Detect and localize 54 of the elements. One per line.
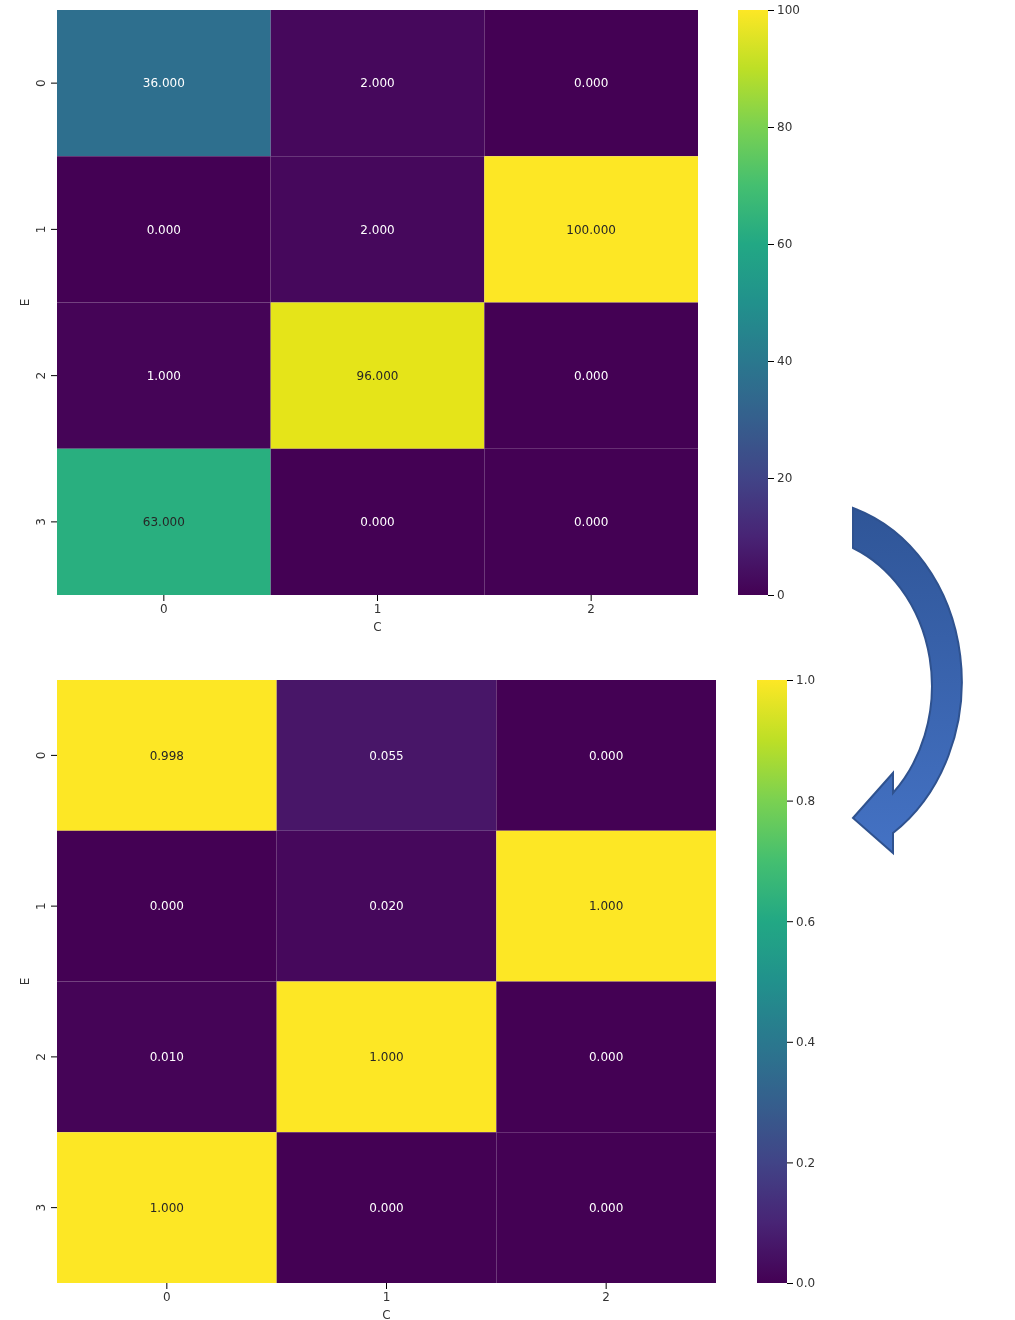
- data-label: 36.000: [142, 76, 185, 91]
- y-axis-title: E: [18, 298, 32, 307]
- x-axis-title: C: [382, 1308, 391, 1320]
- y-tick-label: 2: [34, 371, 48, 380]
- data-label: 2.000: [360, 76, 395, 91]
- data-label: 0.010: [149, 1050, 185, 1065]
- color-bar-label: 20: [777, 471, 793, 486]
- data-label: 0.000: [369, 1200, 404, 1215]
- data-label: 0.000: [573, 368, 609, 383]
- color-bar-label: 0: [777, 588, 785, 603]
- color-bar-label: 100: [777, 3, 800, 18]
- data-label: 1.000: [588, 899, 624, 914]
- y-tick-label: 1: [34, 902, 48, 910]
- data-label: 0.000: [573, 515, 609, 530]
- y-axis-title: E: [18, 977, 32, 986]
- data-label: 0.000: [588, 1050, 624, 1065]
- y-tick-label: 2: [34, 1053, 48, 1061]
- data-label: 0.000: [573, 76, 609, 91]
- data-label: 0.000: [149, 899, 185, 914]
- data-label: 96.000: [356, 368, 399, 383]
- color-bar-label: 0.4: [796, 1035, 816, 1050]
- y-tick-label: 1: [34, 225, 48, 234]
- x-tick-label: 0: [160, 601, 168, 616]
- color-bar-label: 0.8: [796, 793, 816, 808]
- data-label: 2.000: [360, 222, 395, 237]
- data-label: 0.000: [588, 748, 624, 763]
- x-tick-label: 1: [382, 1289, 391, 1304]
- color-bar-label: 80: [777, 120, 793, 135]
- color-bar-label: 0.6: [796, 914, 816, 929]
- x-axis-title: C: [373, 620, 382, 634]
- x-tick-label: 2: [602, 1289, 610, 1304]
- x-tick-label: 0: [163, 1289, 171, 1304]
- y-tick-label: 3: [34, 518, 48, 526]
- data-label: 0.055: [369, 748, 404, 763]
- color-bar-label: 1.0: [796, 673, 816, 688]
- data-label: 1.000: [146, 368, 182, 383]
- color-bar-label: 0.2: [796, 1155, 816, 1170]
- x-tick-label: 1: [373, 601, 382, 616]
- color-bar-label: 40: [777, 354, 793, 369]
- data-label: 0.000: [360, 515, 395, 530]
- data-label: 0.020: [369, 899, 404, 914]
- data-label: 0.998: [149, 748, 185, 763]
- data-label: 63.000: [142, 515, 185, 530]
- color-bar-label: 60: [777, 237, 793, 252]
- data-label: 0.000: [588, 1200, 624, 1215]
- y-tick-label: 0: [34, 751, 48, 760]
- data-label: 1.000: [149, 1200, 185, 1215]
- y-tick-label: 3: [34, 1203, 48, 1212]
- data-label: 1.000: [369, 1050, 404, 1065]
- color-bar-label: 0.0: [796, 1276, 816, 1291]
- x-tick-label: 2: [587, 601, 595, 616]
- y-tick-label: 0: [34, 79, 48, 87]
- data-label: 100.000: [566, 222, 616, 237]
- data-label: 0.000: [146, 222, 182, 237]
